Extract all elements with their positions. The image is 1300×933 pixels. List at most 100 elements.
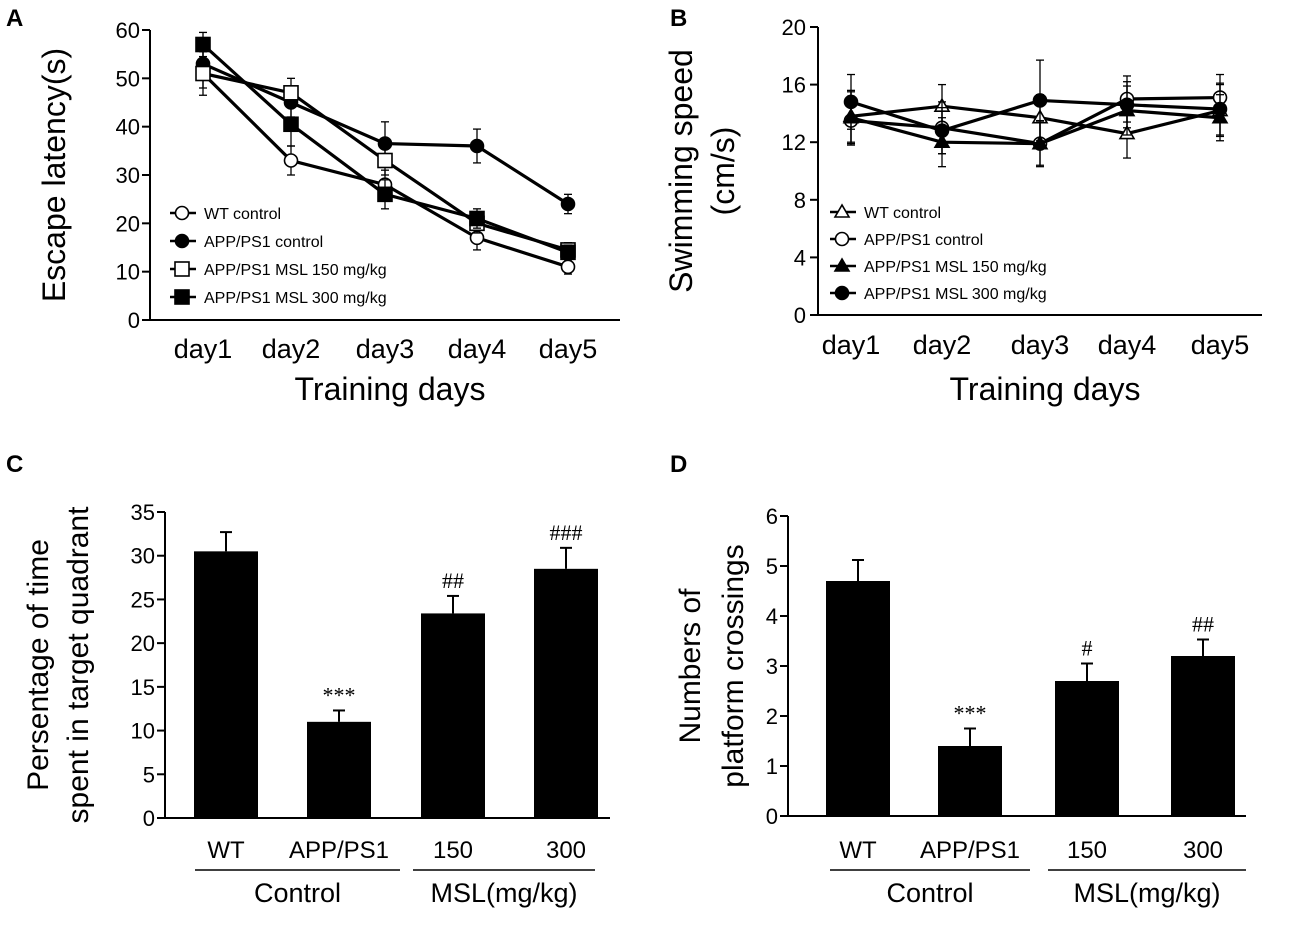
bar [421, 613, 485, 818]
y-tick-label: 15 [131, 675, 155, 700]
y-axis-title: (cm/s) [705, 127, 741, 216]
legend-marker [834, 285, 850, 301]
chart-b-swimming-speed: 0 4 8 12 16 20 day1 day2 day3 day4 day5 Training da… [663, 15, 1262, 407]
x-category-label: day2 [262, 334, 321, 364]
chart-c-target-quadrant: 0 5 10 15 20 25 30 35 WT *** APP/PS1 ## 150 ### 300 Con… [22, 500, 610, 908]
x-category-label: WT [839, 837, 877, 864]
data-point [1032, 93, 1048, 108]
y-tick-label: 1 [766, 754, 778, 779]
y-axis-title: Numbers of [674, 588, 707, 744]
legend-label: WT control [864, 205, 941, 222]
data-point [283, 153, 299, 168]
x-category-label: WT [207, 837, 245, 864]
significance-annotation: ### [550, 520, 583, 545]
y-tick-label: 4 [794, 245, 806, 270]
y-tick-label: 12 [782, 130, 806, 155]
x-category-label: day3 [1011, 330, 1070, 360]
x-category-label: day5 [1191, 330, 1250, 360]
y-axis-title: Swimming speed [663, 49, 699, 293]
legend-label: APP/PS1 MSL 300 mg/kg [864, 286, 1047, 303]
bar [826, 581, 890, 816]
bar [534, 568, 598, 818]
legend-marker [833, 203, 851, 218]
x-category-label: day4 [448, 334, 507, 364]
series-app-ps1-msl-300-mg-kg [195, 31, 576, 261]
x-category-label: 300 [546, 837, 586, 864]
data-point [560, 244, 576, 261]
legend-marker [174, 205, 190, 221]
data-point [377, 186, 393, 203]
panel-label-d: D [670, 451, 687, 478]
bar [194, 551, 258, 818]
x-category-label: day3 [356, 334, 415, 364]
legend-item: APP/PS1 control [830, 231, 983, 249]
x-axis-title: Training days [295, 371, 486, 407]
significance-annotation: ## [1192, 612, 1214, 637]
y-tick-label: 0 [766, 804, 778, 829]
legend-marker [174, 261, 190, 277]
y-tick-label: 25 [131, 587, 155, 612]
data-point [1119, 97, 1135, 113]
y-tick-label: 0 [143, 806, 155, 831]
bar [1171, 656, 1235, 816]
legend-item: WT control [170, 205, 281, 223]
group-label: MSL(mg/kg) [430, 878, 577, 908]
y-tick-label: 0 [794, 303, 806, 328]
legend-marker [833, 257, 851, 272]
panel-label-a: A [6, 5, 23, 32]
group-label: Control [886, 878, 973, 908]
y-tick-label: 5 [766, 554, 778, 579]
x-category-label: APP/PS1 [289, 837, 389, 864]
y-tick-label: 20 [782, 15, 806, 40]
significance-annotation: *** [954, 701, 987, 726]
y-tick-label: 50 [116, 66, 140, 91]
legend-label: APP/PS1 MSL 150 mg/kg [204, 262, 387, 279]
legend-label: APP/PS1 control [864, 232, 983, 249]
y-tick-label: 20 [116, 211, 140, 236]
x-category-label: APP/PS1 [920, 837, 1020, 864]
y-tick-label: 4 [766, 604, 778, 629]
legend-item: APP/PS1 MSL 300 mg/kg [170, 289, 387, 307]
data-point [1212, 101, 1228, 117]
series-app-ps1-msl-300-mg-kg [843, 59, 1228, 155]
y-tick-label: 10 [116, 260, 140, 285]
y-axis-title: Persentage of time [22, 539, 55, 791]
legend-label: APP/PS1 MSL 150 mg/kg [864, 259, 1047, 276]
chart-a-escape-latency: 0 10 20 30 40 50 60 day1 day2 day3 day4 day5 Trainin… [36, 18, 620, 407]
bar [1055, 681, 1119, 816]
significance-annotation: ## [442, 568, 464, 593]
y-tick-label: 40 [116, 115, 140, 140]
legend-item: APP/PS1 MSL 150 mg/kg [170, 261, 387, 279]
y-tick-label: 30 [131, 544, 155, 569]
legend-item: APP/PS1 MSL 150 mg/kg [830, 257, 1047, 276]
x-category-label: day5 [539, 334, 598, 364]
legend-label: APP/PS1 MSL 300 mg/kg [204, 290, 387, 307]
legend-label: WT control [204, 206, 281, 223]
chart-d-platform-crossings: 0 1 2 3 4 5 6 WT *** APP/PS1 #150 ## 300 Control MSL(m… [674, 504, 1246, 908]
significance-annotation: *** [323, 682, 356, 707]
y-tick-label: 35 [131, 500, 155, 525]
y-tick-label: 10 [131, 719, 155, 744]
data-point [283, 85, 299, 101]
data-point [469, 210, 485, 227]
y-axis-title: Escape latency(s) [36, 48, 72, 302]
data-point [195, 65, 211, 82]
data-point [377, 152, 393, 169]
x-category-label: 150 [1067, 837, 1107, 864]
legend-item: WT control [830, 203, 941, 222]
x-category-label: 150 [433, 837, 473, 864]
panel-label-c: C [6, 451, 23, 478]
series-app-ps1-msl-150-mg-kg [195, 51, 576, 258]
data-point [1031, 135, 1049, 150]
x-category-label: day2 [913, 330, 972, 360]
panel-label-b: B [670, 5, 687, 32]
legend-marker [174, 289, 190, 305]
y-tick-label: 6 [766, 504, 778, 529]
y-axis-title: platform crossings [717, 544, 750, 787]
data-point [283, 116, 299, 133]
y-tick-label: 0 [128, 308, 140, 333]
y-tick-label: 2 [766, 704, 778, 729]
legend-marker [174, 233, 190, 249]
y-tick-label: 8 [794, 188, 806, 213]
